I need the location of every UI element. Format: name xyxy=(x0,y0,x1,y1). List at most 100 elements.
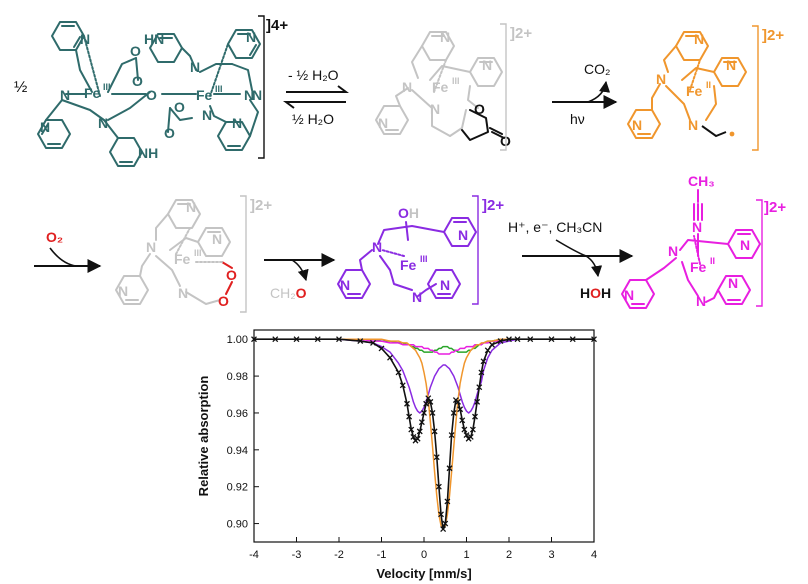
data-point-marker xyxy=(314,336,321,343)
photolysis-arrow: CO₂ hν xyxy=(552,61,618,127)
data-point-marker xyxy=(474,398,481,405)
oxidation-state: III xyxy=(452,76,460,86)
atom-n: N xyxy=(458,227,468,243)
charge-bracket xyxy=(258,15,265,159)
atom-n: N xyxy=(178,285,188,301)
formaldehyde-release-arrow: CH₂O xyxy=(264,253,336,301)
data-point-marker xyxy=(387,354,393,361)
x-tick-label: 3 xyxy=(548,549,554,561)
data-point-marker xyxy=(406,413,413,420)
atom-n: N xyxy=(118,283,128,299)
data-point-marker xyxy=(427,398,434,405)
atom-o: O xyxy=(474,101,485,117)
data-point-marker xyxy=(569,336,576,343)
atom-fe: Fe xyxy=(400,257,417,273)
reagents-label: H⁺, e⁻, CH₃CN xyxy=(508,219,602,235)
data-point-marker xyxy=(438,511,444,518)
eq-forward-label: - ½ H₂O xyxy=(288,67,339,83)
atom-n: N xyxy=(694,31,704,47)
atom-o: O xyxy=(132,73,143,89)
atom-fe: Fe xyxy=(432,79,449,95)
fe3-peroxo-complex: N N N N N Fe III O O ]2+ xyxy=(115,195,272,313)
data-point-marker xyxy=(514,336,521,343)
atom-n: N xyxy=(202,107,212,123)
data-point-marker xyxy=(444,498,451,505)
fe2-radical-complex: N N N N N Fe II ]2+ xyxy=(627,25,784,151)
atom-fe: Fe xyxy=(196,87,213,103)
data-point-marker xyxy=(410,433,417,440)
x-tick-label: -3 xyxy=(292,549,302,561)
data-point-marker xyxy=(591,336,597,343)
fe3-carboxylate-complex: N N N N N Fe III O O ]2+ xyxy=(375,23,532,151)
atom-n: N xyxy=(740,237,750,253)
data-point-marker xyxy=(404,400,410,407)
y-tick-label: 0.96 xyxy=(227,408,248,420)
data-point-marker xyxy=(357,338,364,345)
data-point-marker xyxy=(448,432,455,439)
co2-label: CO₂ xyxy=(584,61,610,77)
data-point-marker xyxy=(450,409,457,416)
y-axis-label: Relative absorption xyxy=(196,376,211,497)
data-point-marker xyxy=(461,426,468,433)
atom-n: N xyxy=(190,59,200,75)
data-point-marker xyxy=(440,526,447,533)
hv-label: hν xyxy=(570,111,585,127)
atom-n: N xyxy=(186,199,196,215)
data-point-marker xyxy=(463,432,470,439)
data-point-marker xyxy=(408,426,415,433)
data-point-marker xyxy=(395,369,402,376)
y-tick-label: 0.98 xyxy=(227,371,248,383)
data-point-marker xyxy=(478,369,485,376)
oxidation-state: III xyxy=(194,248,202,258)
atom-n: N xyxy=(692,219,702,235)
data-point-marker xyxy=(455,398,461,405)
data-point-marker xyxy=(418,419,425,426)
hydroxo-label: OH xyxy=(398,205,419,221)
data-point-marker xyxy=(457,406,464,413)
atom-n: N xyxy=(212,231,222,247)
data-point-marker xyxy=(548,336,555,343)
oxidation-state: III xyxy=(215,84,223,94)
fe2-acetonitrile-complex: CH₃ N N N N N N Fe II ]2+ xyxy=(621,173,786,309)
data-point-marker xyxy=(370,339,376,346)
data-point-marker xyxy=(431,428,438,435)
data-point-marker xyxy=(435,483,442,490)
data-point-marker xyxy=(293,336,300,343)
y-tick-label: 0.94 xyxy=(227,445,248,457)
atom-n: N xyxy=(232,115,242,131)
atom-n: N xyxy=(244,87,254,103)
equilibrium-arrow: - ½ H₂O ½ H₂O xyxy=(283,67,349,127)
x-tick-label: 4 xyxy=(591,549,597,561)
data-point-marker xyxy=(414,435,421,442)
series-line-experimental-data xyxy=(254,338,594,530)
x-tick-label: 2 xyxy=(506,549,512,561)
atom-n: N xyxy=(80,31,90,47)
formaldehyde-label: CH₂O xyxy=(270,285,307,301)
half-coefficient: ½ xyxy=(14,79,27,96)
atom-n: N xyxy=(656,71,666,87)
data-point-marker xyxy=(480,358,487,365)
atom-n: N xyxy=(372,239,382,255)
atom-hn: HN xyxy=(144,31,164,47)
data-point-marker xyxy=(433,454,440,461)
atom-n: N xyxy=(146,239,156,255)
atom-o: O xyxy=(146,87,157,103)
atom-o: O xyxy=(174,99,185,115)
data-point-marker xyxy=(442,520,449,527)
y-tick-label: 0.90 xyxy=(227,519,248,531)
data-point-marker xyxy=(272,336,279,343)
charge-label: ]4+ xyxy=(266,17,288,34)
oxidation-state: III xyxy=(420,254,428,264)
atom-n: N xyxy=(252,87,262,103)
data-point-marker xyxy=(484,347,491,354)
data-point-marker xyxy=(459,417,466,424)
x-tick-label: 1 xyxy=(463,549,469,561)
data-point-marker xyxy=(467,433,474,440)
o2-label: O₂ xyxy=(46,229,63,245)
methyl-label: CH₃ xyxy=(688,173,715,189)
charge-label: ]2+ xyxy=(762,27,784,44)
atom-n: N xyxy=(440,29,450,45)
atom-n: N xyxy=(482,57,492,73)
